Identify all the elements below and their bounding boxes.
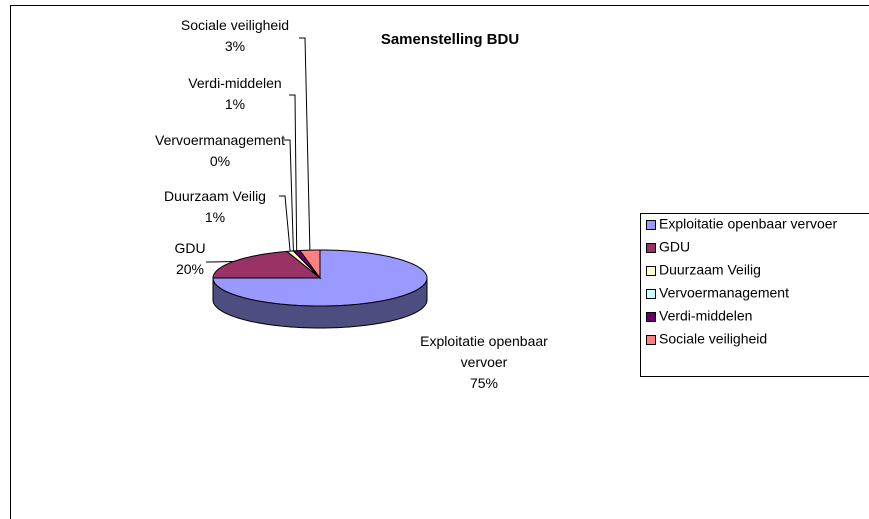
- data-label: Exploitatie openbaar vervoer 75%: [414, 331, 554, 394]
- data-label: GDU 20%: [150, 238, 230, 280]
- leader-line: [299, 37, 311, 251]
- chart-title: Samenstelling BDU: [381, 31, 519, 48]
- legend-label: Verdi-middelen: [659, 308, 752, 324]
- legend-swatch: [646, 289, 656, 299]
- data-label: Duurzaam Veilig 1%: [140, 186, 290, 228]
- label-name: Sociale veiligheid: [180, 17, 290, 33]
- leader-line: [206, 261, 234, 263]
- label-value: 1%: [204, 209, 226, 225]
- legend-label: Sociale veiligheid: [659, 331, 767, 347]
- label-name: Vervoermanagement: [155, 132, 285, 148]
- leader-line: [289, 94, 298, 251]
- legend-swatch: [646, 243, 656, 253]
- legend-label: Vervoermanagement: [659, 285, 789, 301]
- data-label: Vervoermanagement 0%: [120, 130, 320, 172]
- legend-label: GDU: [659, 239, 690, 255]
- label-value: 20%: [175, 261, 205, 277]
- label-value: 3%: [224, 38, 246, 54]
- data-label: Sociale veiligheid 3%: [150, 15, 320, 57]
- legend-box: [640, 213, 869, 377]
- legend-swatch: [646, 266, 656, 276]
- leader-line: [279, 195, 291, 252]
- legend-swatch: [646, 220, 656, 230]
- pie-slice: [298, 249, 321, 280]
- legend-label: Duurzaam Veilig: [659, 262, 761, 278]
- legend-swatch: [646, 335, 656, 345]
- legend-swatch: [646, 312, 656, 322]
- leader-line: [284, 139, 294, 251]
- legend-label: Exploitatie openbaar vervoer: [659, 216, 838, 232]
- label-value: 1%: [224, 96, 246, 112]
- label-name: Duurzaam Veilig: [164, 188, 266, 204]
- label-value: 75%: [469, 375, 499, 391]
- data-label: Verdi-middelen 1%: [150, 73, 320, 115]
- label-value: 0%: [209, 153, 231, 169]
- label-name: Verdi-middelen: [188, 75, 282, 91]
- pie-slice: [212, 250, 322, 279]
- label-name: GDU: [174, 240, 206, 256]
- label-name: Exploitatie openbaar vervoer: [420, 333, 548, 370]
